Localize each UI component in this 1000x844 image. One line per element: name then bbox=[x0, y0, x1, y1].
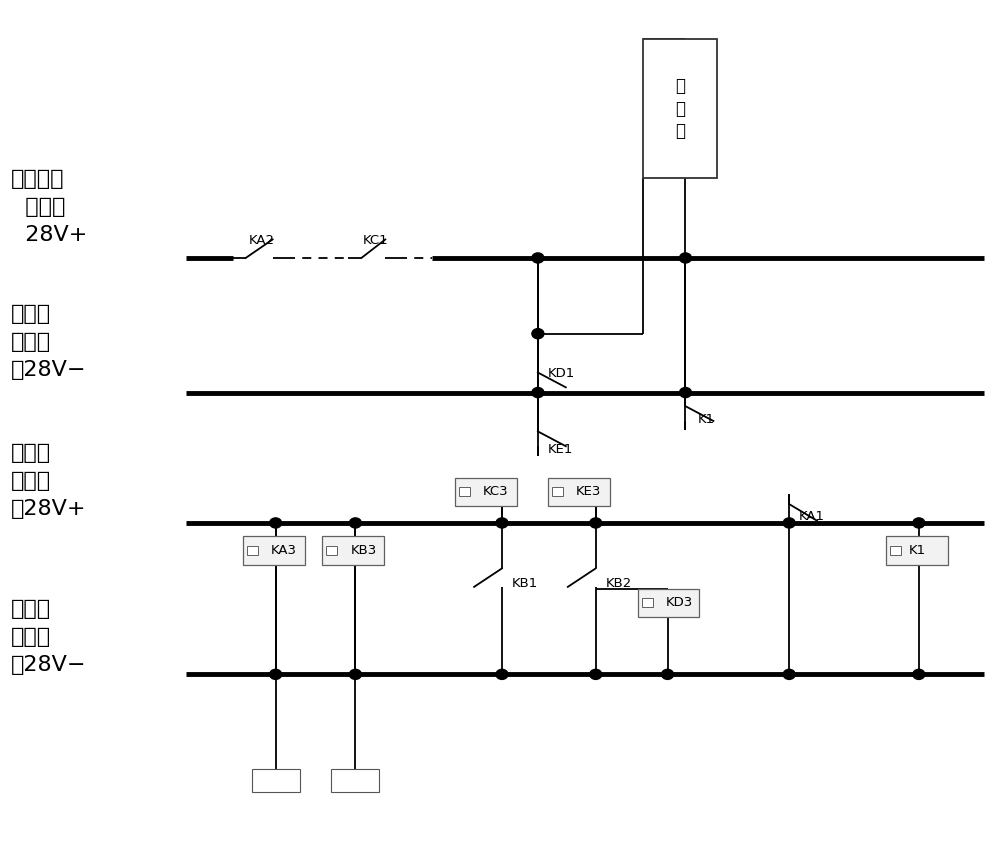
Text: KC1: KC1 bbox=[362, 234, 388, 247]
Circle shape bbox=[913, 518, 925, 528]
Circle shape bbox=[532, 253, 544, 263]
Circle shape bbox=[270, 518, 282, 528]
Bar bbox=[331, 769, 379, 793]
Bar bbox=[252, 769, 300, 793]
Text: 火工品供
  电正端
  28V+: 火工品供 电正端 28V+ bbox=[11, 170, 88, 246]
Text: KA3: KA3 bbox=[271, 544, 297, 557]
Bar bbox=[243, 537, 305, 565]
Circle shape bbox=[662, 669, 674, 679]
Text: KB1: KB1 bbox=[512, 577, 538, 590]
Circle shape bbox=[783, 669, 795, 679]
Bar bbox=[455, 478, 517, 506]
Circle shape bbox=[349, 518, 361, 528]
Text: 火工品
供电负
端28V−: 火工品 供电负 端28V− bbox=[11, 304, 87, 380]
Circle shape bbox=[680, 387, 691, 398]
Text: KA2: KA2 bbox=[249, 234, 275, 247]
Circle shape bbox=[913, 669, 925, 679]
Circle shape bbox=[590, 518, 602, 528]
Bar bbox=[548, 478, 610, 506]
Bar bbox=[459, 487, 470, 496]
Circle shape bbox=[532, 328, 544, 338]
Text: 继电器
供电正
端28V+: 继电器 供电正 端28V+ bbox=[11, 443, 87, 519]
Circle shape bbox=[532, 387, 544, 398]
Text: KE3: KE3 bbox=[576, 485, 601, 498]
Text: 火
工
品: 火 工 品 bbox=[675, 78, 685, 140]
Text: KC3: KC3 bbox=[483, 485, 509, 498]
Bar bbox=[890, 546, 901, 555]
Circle shape bbox=[349, 669, 361, 679]
Text: KE1: KE1 bbox=[548, 443, 573, 457]
Circle shape bbox=[496, 669, 508, 679]
Bar bbox=[642, 598, 653, 608]
Text: K1: K1 bbox=[697, 413, 715, 426]
Text: KB3: KB3 bbox=[350, 544, 377, 557]
Bar bbox=[247, 546, 258, 555]
Circle shape bbox=[496, 518, 508, 528]
Circle shape bbox=[270, 669, 282, 679]
Text: KD3: KD3 bbox=[666, 597, 693, 609]
Circle shape bbox=[590, 669, 602, 679]
Circle shape bbox=[783, 518, 795, 528]
Text: KA1: KA1 bbox=[799, 510, 825, 522]
Text: K1: K1 bbox=[909, 544, 926, 557]
Bar bbox=[886, 537, 948, 565]
Circle shape bbox=[680, 253, 691, 263]
Bar bbox=[322, 537, 384, 565]
Bar bbox=[326, 546, 337, 555]
Text: 继电器
供电负
端28V−: 继电器 供电负 端28V− bbox=[11, 598, 87, 674]
Bar bbox=[552, 487, 563, 496]
Text: KD1: KD1 bbox=[548, 366, 575, 380]
Bar bbox=[638, 588, 699, 617]
Bar bbox=[643, 39, 717, 178]
Text: KB2: KB2 bbox=[606, 577, 632, 590]
